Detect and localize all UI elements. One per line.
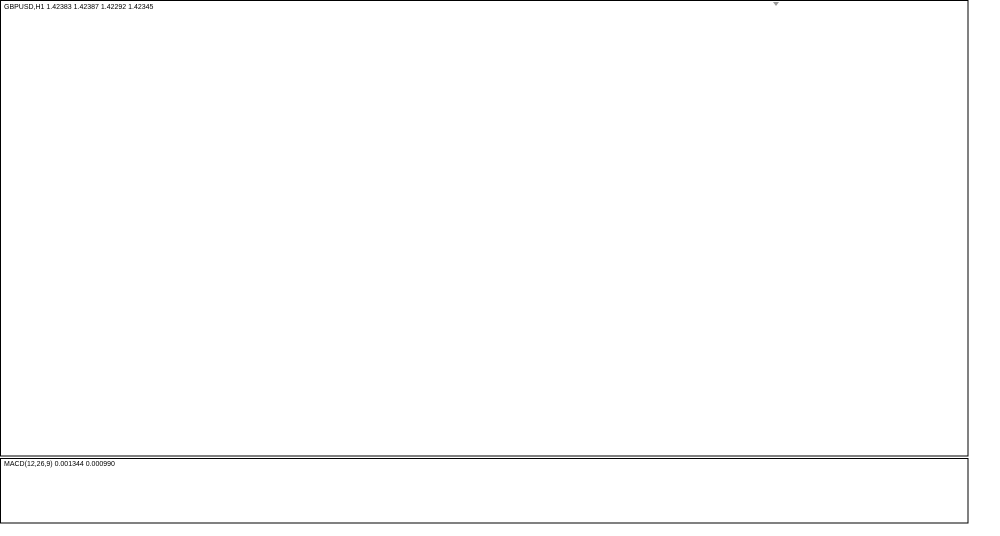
macd-frame — [0, 458, 969, 524]
axes: GBPUSD,H1 1.42383 1.42387 1.42292 1.4234… — [0, 0, 969, 524]
macd-title: MACD(12,26,9) 0.001344 0.000990 — [4, 461, 115, 468]
main-frame — [0, 0, 969, 457]
chart-title: GBPUSD,H1 1.42383 1.42387 1.42292 1.4234… — [4, 4, 154, 11]
shift-marker — [773, 2, 779, 6]
